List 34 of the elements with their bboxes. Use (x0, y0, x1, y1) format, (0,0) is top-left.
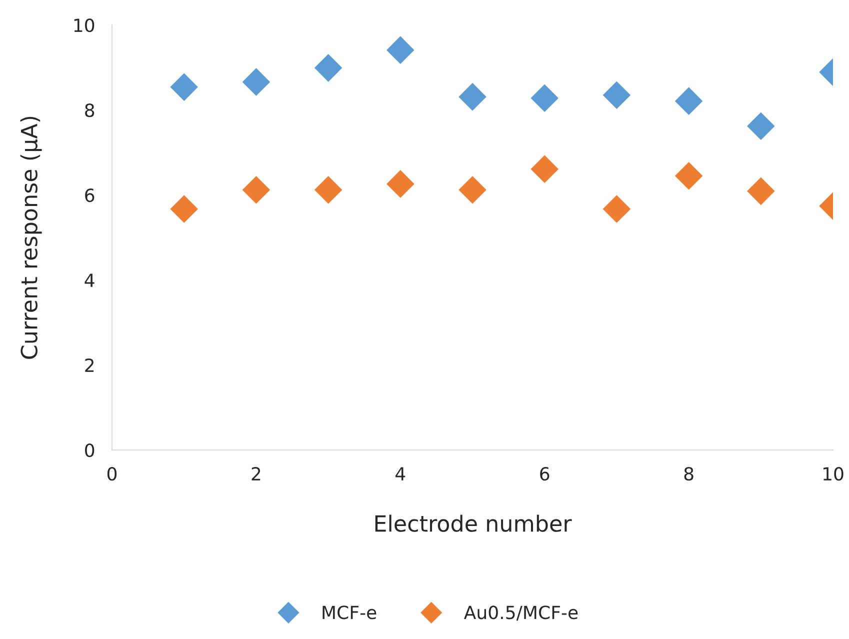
legend-label: Au0.5/MCF-e (464, 606, 578, 621)
x-tick-label: 4 (396, 467, 406, 480)
point (242, 176, 270, 204)
point (242, 68, 270, 96)
x-axis-title: Electrode number (375, 514, 572, 532)
point (314, 176, 342, 204)
y-tick-label: 8 (85, 103, 94, 118)
point (674, 87, 703, 115)
point (314, 54, 342, 82)
y-tick-label: 6 (85, 188, 94, 202)
y-tick-label: 4 (84, 274, 94, 287)
point (170, 195, 198, 223)
x-tick-label: 8 (684, 466, 694, 481)
y-axis-title: Current response (μA) (20, 116, 42, 359)
point (747, 112, 775, 140)
point (170, 73, 198, 101)
point (602, 195, 631, 223)
legend-label: MCF-e (322, 606, 376, 620)
point (602, 81, 631, 110)
x-tick-label: 6 (540, 466, 550, 481)
point (458, 82, 486, 111)
point (747, 177, 775, 206)
point (458, 176, 486, 204)
point (386, 36, 414, 64)
point (530, 155, 558, 183)
x-tick-label: 2 (252, 466, 260, 480)
point (530, 84, 558, 112)
x-tick-label: 10 (823, 466, 844, 481)
y-tick-label: 10 (74, 18, 94, 32)
point (386, 170, 414, 198)
point (674, 162, 703, 190)
y-tick-label: 2 (85, 358, 94, 372)
y-tick-label: 0 (85, 443, 94, 458)
x-tick-label: 0 (107, 466, 117, 481)
